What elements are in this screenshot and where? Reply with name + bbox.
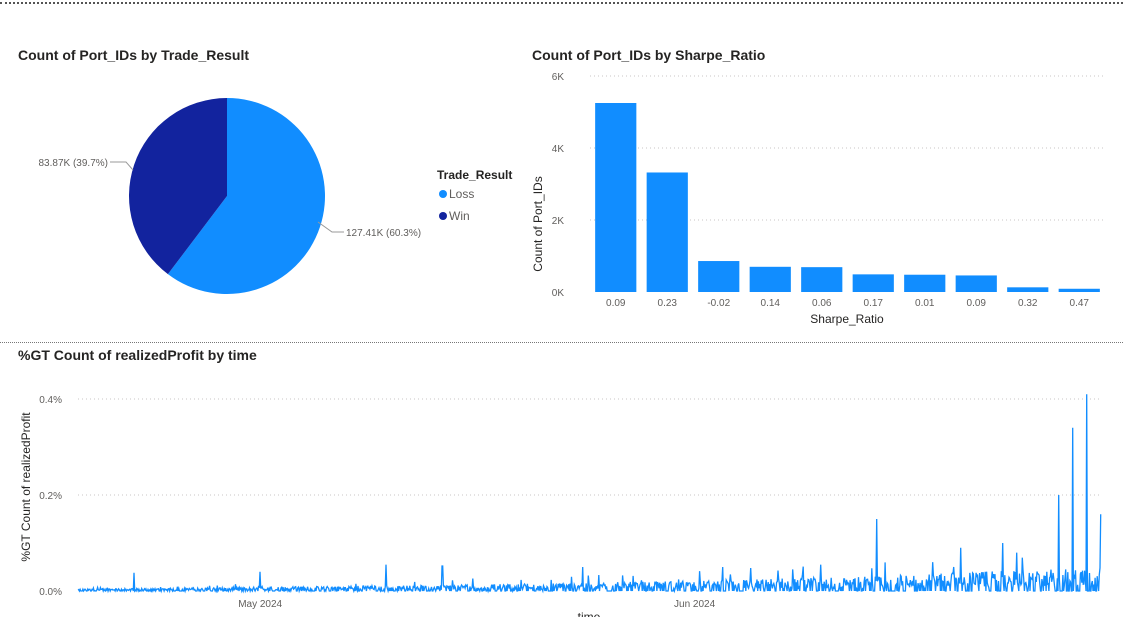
bar-9[interactable]	[1058, 288, 1100, 292]
loss-leader-line	[317, 221, 344, 233]
legend-marker-loss	[439, 190, 447, 198]
bar-y-tick-label: 0K	[552, 288, 565, 299]
bar-x-tick-label: 0.06	[812, 298, 832, 309]
bar-x-tick-label: 0.32	[1018, 298, 1038, 309]
bar-0[interactable]	[595, 103, 637, 292]
bar-chart[interactable]: 0K 2K 4K 6K 0.09 0.23 -0.02 0.14 0.06 0.17 0.01 0.…	[530, 68, 1120, 338]
bar-x-tick-label: 0.23	[658, 298, 678, 309]
bar-3[interactable]	[749, 266, 791, 292]
bar-7[interactable]	[955, 275, 997, 292]
bar-y-tick-label: 4K	[552, 144, 565, 155]
bar-x-axis-title: Sharpe_Ratio	[810, 312, 884, 326]
bar-chart-title: Count of Port_IDs by Sharpe_Ratio	[532, 47, 766, 63]
pie-data-label-win: 83.87K (39.7%)	[39, 158, 109, 169]
bar-x-tick-label: -0.02	[707, 298, 730, 309]
legend-item-loss[interactable]: Loss	[449, 187, 474, 201]
bar-4[interactable]	[801, 267, 843, 292]
pie-legend-title: Trade_Result	[437, 168, 512, 182]
line-y-tick-label: 0.0%	[39, 587, 62, 598]
top-divider	[0, 2, 1123, 4]
bar-x-tick-label: 0.14	[761, 298, 781, 309]
bar-y-tick-label: 6K	[552, 72, 565, 83]
pie-chart[interactable]: 83.87K (39.7%) 127.41K (60.3%) Trade_Res…	[0, 70, 520, 350]
middle-divider	[0, 342, 1123, 343]
line-x-tick-label: Jun 2024	[674, 599, 716, 610]
pie-slice-win[interactable]	[129, 98, 227, 275]
pie-data-label-loss: 127.41K (60.3%)	[346, 228, 421, 239]
bar-x-tick-label: 0.01	[915, 298, 935, 309]
line-chart[interactable]: 0.0% 0.2% 0.4% May 2024 Jun 2024 %GT Count …	[0, 367, 1123, 617]
legend-marker-win	[439, 212, 447, 220]
bar-y-tick-label: 2K	[552, 216, 565, 227]
bar-x-tick-label: 0.09	[606, 298, 626, 309]
line-x-tick-label: May 2024	[238, 599, 282, 610]
bar-y-axis-title: Count of Port_IDs	[531, 176, 545, 271]
bar-1[interactable]	[646, 172, 688, 292]
bar-x-tick-label: 0.17	[864, 298, 884, 309]
win-leader-line	[110, 161, 134, 171]
pie-chart-title: Count of Port_IDs by Trade_Result	[18, 47, 250, 63]
line-y-tick-label: 0.2%	[39, 491, 62, 502]
bar-2[interactable]	[698, 261, 740, 292]
bar-5[interactable]	[852, 274, 894, 292]
bar-x-tick-label: 0.09	[967, 298, 987, 309]
bar-8[interactable]	[1007, 287, 1049, 292]
line-chart-title: %GT Count of realizedProfit by time	[18, 347, 257, 363]
line-series-realized-profit	[77, 394, 1102, 594]
line-y-tick-label: 0.4%	[39, 395, 62, 406]
bar-x-tick-label: 0.47	[1070, 298, 1090, 309]
pie-slice-loss[interactable]	[167, 98, 326, 295]
legend-item-win[interactable]: Win	[449, 209, 470, 223]
bar-6[interactable]	[904, 274, 946, 292]
line-x-axis-title: time	[578, 610, 601, 617]
line-y-axis-title: %GT Count of realizedProfit	[19, 412, 33, 562]
